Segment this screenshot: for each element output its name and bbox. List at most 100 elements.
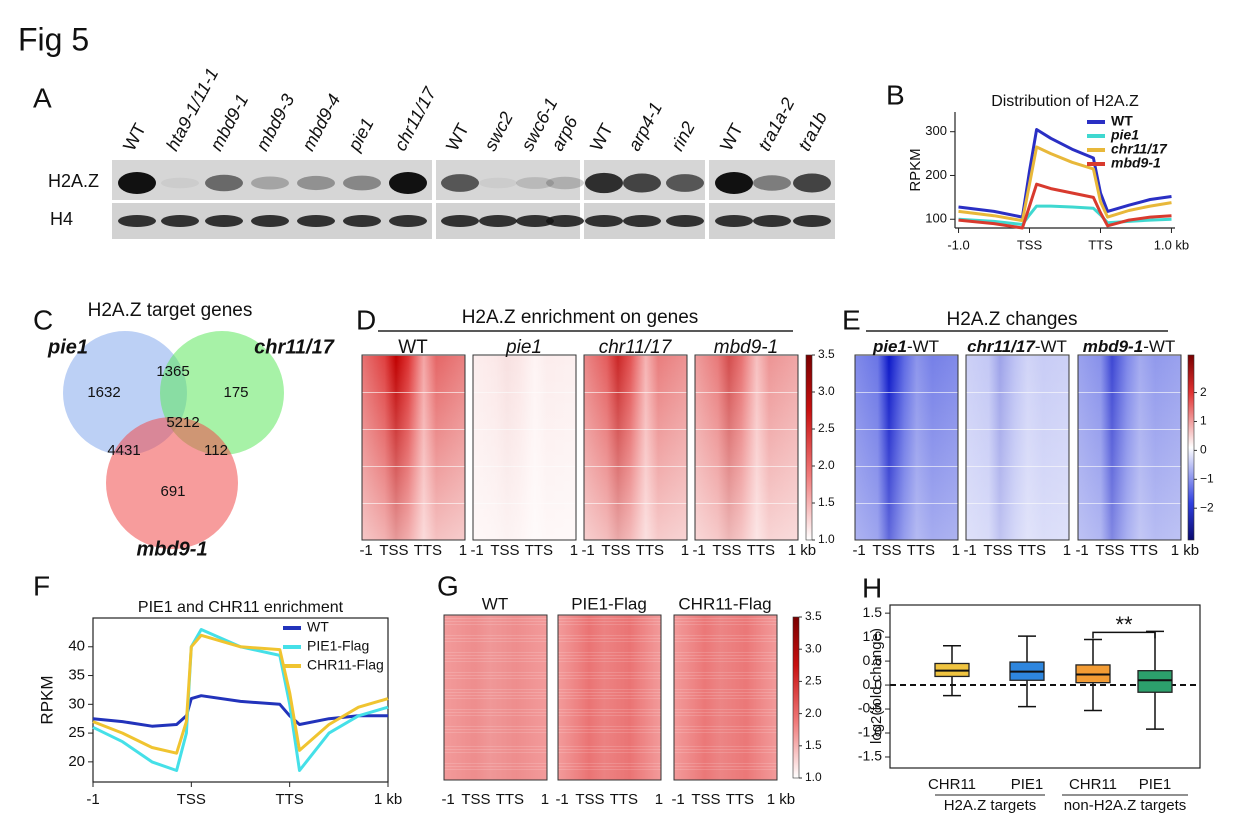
heatmap-streak <box>362 466 465 467</box>
heatmap-streak <box>444 752 547 753</box>
heatmap-streak <box>1078 429 1181 430</box>
heatmap-streak <box>674 749 777 750</box>
x-tick-label: 1.0 kb <box>1154 237 1189 252</box>
x-tick-label: TSS <box>712 542 741 559</box>
x-tick-label: TTS <box>747 542 775 559</box>
heatmap-streak <box>473 429 576 430</box>
heatmap-streak <box>966 429 1069 430</box>
heatmap-streak <box>695 466 798 467</box>
panel-label: G <box>437 570 459 601</box>
header-suffix: -WT <box>1035 337 1067 356</box>
heatmap-frame <box>361 354 466 541</box>
heatmap-frame <box>965 354 1070 541</box>
x-tick-label: TTS <box>1018 542 1046 559</box>
heatmap-streak <box>695 429 798 430</box>
y-tick-label: 35 <box>68 667 85 684</box>
x-tick-label: TSS <box>461 791 490 808</box>
heatmap-streak <box>473 503 576 504</box>
heatmap-streak <box>674 732 777 733</box>
x-tick-label: TTS <box>414 542 442 559</box>
heatmap-streak <box>362 429 465 430</box>
heatmap-frame <box>472 354 577 541</box>
heatmap-streak <box>966 466 1069 467</box>
heatmap-streak <box>362 429 465 430</box>
band <box>479 177 517 189</box>
heatmap-streak <box>584 392 687 393</box>
heatmap-streak <box>558 621 661 622</box>
x-tick-label: -1 <box>359 542 372 559</box>
heatmap-streak <box>362 392 465 393</box>
heatmap-streak <box>558 655 661 656</box>
heatmap-streak <box>362 503 465 504</box>
band <box>585 215 623 227</box>
heatmap-streak <box>444 624 547 625</box>
heatmap-streak <box>473 503 576 504</box>
heatmap-fade <box>695 355 798 540</box>
heatmap-streak <box>855 429 958 430</box>
heatmap-streak <box>558 769 661 770</box>
panel-label: E <box>842 304 861 335</box>
y-tick-label: 300 <box>925 123 947 138</box>
heatmap-streak <box>855 466 958 467</box>
heatmap-streak <box>695 392 798 393</box>
heatmap-streak <box>444 661 547 662</box>
heatmap-streak <box>584 466 687 467</box>
heatmap-streak <box>674 726 777 727</box>
panel-label: C <box>33 304 53 335</box>
heatmap-streak <box>966 392 1069 393</box>
heatmap-streak <box>695 429 798 430</box>
heatmap-streak <box>584 429 687 430</box>
heatmap-streak <box>695 392 798 393</box>
band <box>666 174 704 192</box>
heatmap-streak <box>362 503 465 504</box>
heatmap-streak <box>1078 466 1181 467</box>
set-label: mbd9-1 <box>136 538 207 560</box>
y-tick-label: 1.0 <box>863 628 883 644</box>
heatmap-streak <box>444 726 547 727</box>
heatmap-streak <box>362 466 465 467</box>
heatmap-streak <box>558 618 661 619</box>
x-tick-label: -1 <box>963 542 976 559</box>
row-label: H4 <box>50 209 73 229</box>
venn-title: H2A.Z target genes <box>88 300 253 321</box>
colorbar-label: 2.5 <box>818 421 835 435</box>
heatmap-streak <box>674 675 777 676</box>
band <box>516 177 554 189</box>
colorbar-label: 2.0 <box>818 458 835 472</box>
figure-title: Fig 5 <box>18 21 89 57</box>
heatmap-streak <box>855 429 958 430</box>
colorbar-label: 1.5 <box>818 495 835 509</box>
y-tick-label: 40 <box>68 638 85 655</box>
heatmap-streak <box>473 392 576 393</box>
heatmap-streak <box>695 503 798 504</box>
heatmap-streak <box>584 503 687 504</box>
band <box>161 177 199 189</box>
heatmap-streak <box>966 392 1069 393</box>
band <box>753 215 791 227</box>
region-count: 175 <box>223 384 248 401</box>
lane-label: WT <box>119 120 150 154</box>
heatmap-streak <box>444 658 547 659</box>
heatmap-frame <box>854 354 959 541</box>
heatmap-streak <box>473 466 576 467</box>
colorbar <box>805 354 813 541</box>
heatmap-streak <box>674 658 777 659</box>
band <box>793 215 831 227</box>
x-tick-label: TSS <box>177 791 206 808</box>
legend-label: PIE1-Flag <box>307 638 369 654</box>
heatmap-streak <box>558 766 661 767</box>
heatmap-fade <box>473 355 576 540</box>
x-tick-label: TTS <box>275 791 303 808</box>
x-tick-label: 1 kb <box>374 791 402 808</box>
heatmap-streak <box>695 392 798 393</box>
heatmap-streak <box>855 392 958 393</box>
x-tick-label: 1 kb <box>1171 542 1199 559</box>
x-tick-label: -1 <box>852 542 865 559</box>
venn-set <box>106 417 238 549</box>
band <box>623 173 661 193</box>
heatmap-streak <box>444 729 547 730</box>
heatmap-streak <box>695 392 798 393</box>
lane-label: WT <box>442 120 473 154</box>
heatmap-streak <box>473 392 576 393</box>
heatmap-streak <box>558 726 661 727</box>
